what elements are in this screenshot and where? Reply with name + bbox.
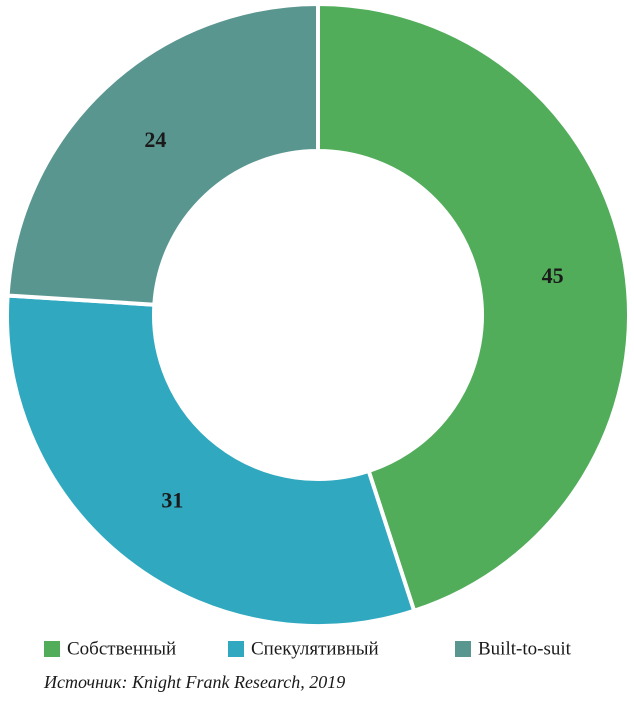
donut-segment [5,1,320,307]
source-note: Источник: Knight Frank Research, 2019 [43,672,345,692]
data-label: 24 [144,127,166,152]
legend-label: Спекулятивный [251,638,379,659]
legend-swatch [455,641,471,657]
legend-label: Built-to-suit [478,638,572,659]
donut-segment [5,293,417,628]
data-label: 31 [161,488,183,513]
data-label: 45 [542,263,564,288]
legend-label: Собственный [67,638,176,659]
legend-swatch [44,641,60,657]
legend-swatch [228,641,244,657]
donut-segment [316,1,631,614]
